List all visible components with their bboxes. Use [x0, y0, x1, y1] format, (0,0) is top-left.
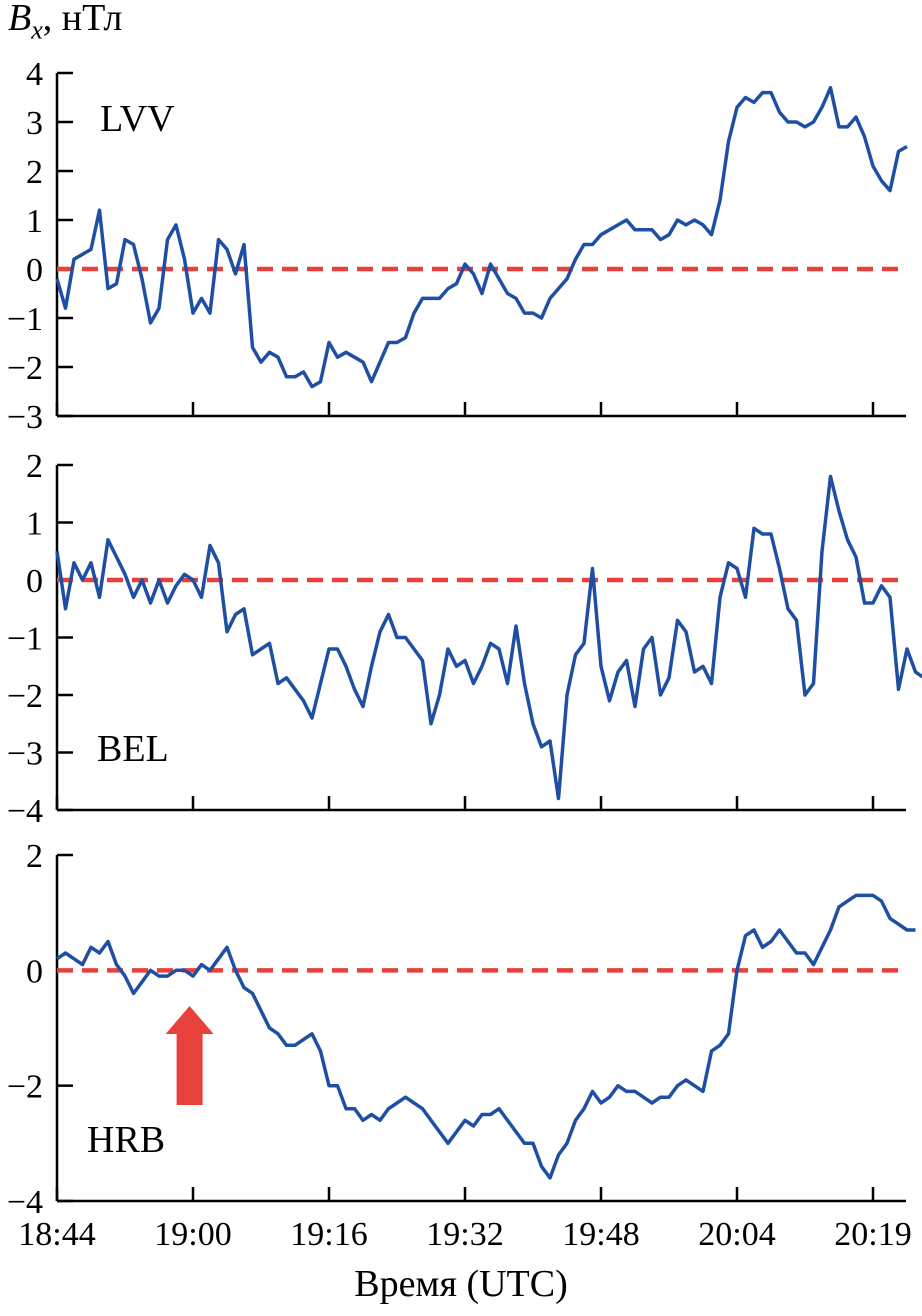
y-tick-label: −3: [7, 399, 43, 436]
station-label: HRB: [87, 1119, 165, 1161]
y-tick-label: 2: [26, 448, 43, 485]
x-tick-label: 20:19: [834, 1216, 911, 1253]
y-tick-label: −2: [7, 1069, 43, 1106]
y-tick-label: −1: [7, 621, 43, 658]
y-tick-label: 2: [26, 838, 43, 875]
series-line-bel: [55, 474, 922, 801]
x-tick-label: 19:32: [426, 1216, 503, 1253]
series-line-lvv: [55, 85, 908, 389]
y-tick-label: 4: [26, 56, 43, 93]
y-tick-label: 2: [26, 154, 43, 191]
series-line-hrb: [56, 893, 916, 1180]
station-label: LVV: [100, 98, 175, 140]
x-tick-label: 19:00: [154, 1216, 231, 1253]
x-tick-label: 19:48: [562, 1216, 639, 1253]
y-tick-label: −1: [7, 301, 43, 338]
y-tick-label: −3: [7, 736, 43, 773]
panel-bel: −4 −3 −2 −1 0 1 2 BEL: [7, 448, 922, 830]
x-tick-label: 20:04: [698, 1216, 775, 1253]
y-tick-label: 1: [26, 203, 43, 240]
y-tick-label: 0: [26, 563, 43, 600]
panel-lvv: −3 −2 −1 0 1 2 3 4 LVV: [7, 56, 908, 436]
event-arrow: [165, 1006, 214, 1105]
y-tick-label: 0: [26, 953, 43, 990]
y-tick-label: −2: [7, 350, 43, 387]
y-axis-label: Bx, нТл: [8, 0, 123, 45]
y-tick-label: 3: [26, 105, 43, 142]
y-tick-label: 1: [26, 506, 43, 543]
x-tick-label: 19:16: [290, 1216, 367, 1253]
panel-hrb: −4 −2 0 2 HRB: [7, 838, 916, 1221]
y-tick-label: 0: [26, 252, 43, 289]
y-tick-label: −4: [7, 793, 43, 830]
station-label: BEL: [97, 728, 169, 770]
y-tick-label: −4: [7, 1184, 43, 1221]
x-tick-label: 18:44: [18, 1216, 95, 1253]
y-tick-label: −2: [7, 678, 43, 715]
x-axis-label: Время (UTC): [354, 1263, 568, 1305]
